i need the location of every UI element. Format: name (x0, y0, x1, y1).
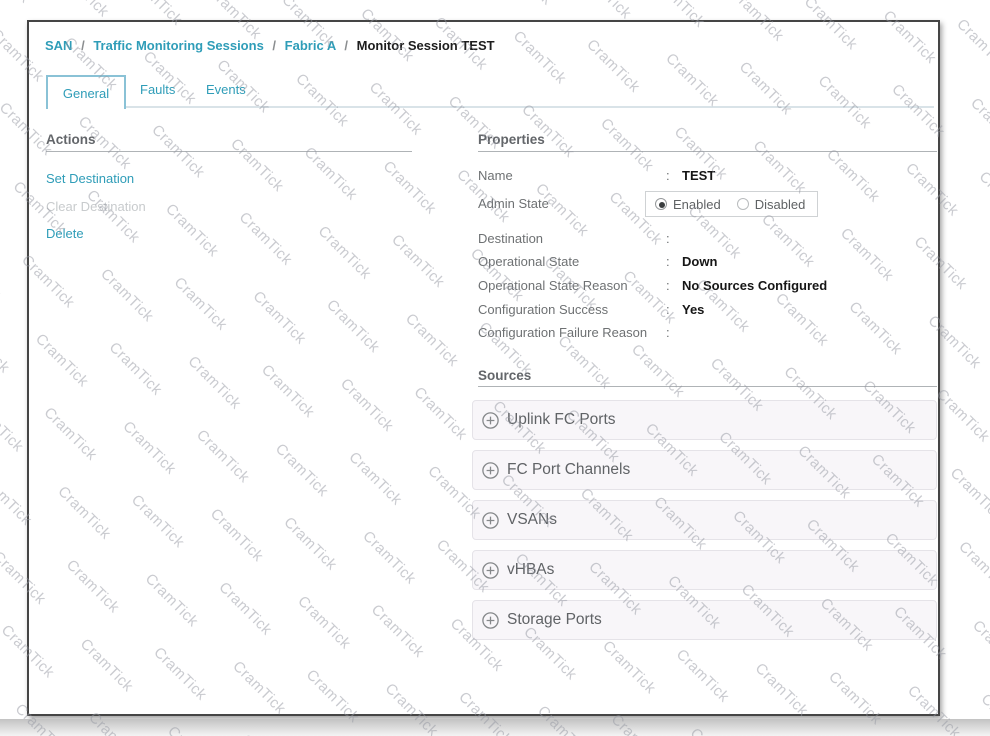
set-destination-link[interactable]: Set Destination (46, 171, 135, 186)
property-label: Name (478, 168, 513, 183)
breadcrumb-separator: / (81, 38, 85, 53)
source-panel-label: Uplink FC Ports (507, 411, 616, 428)
property-colon: : (666, 278, 670, 293)
source-panel-fc-port-channels[interactable]: FC Port Channels (472, 450, 937, 490)
expand-plus-icon[interactable] (482, 511, 499, 529)
radio-unselected-icon[interactable] (736, 198, 749, 210)
tab-events[interactable]: Events (206, 82, 246, 97)
source-panel-label: Storage Ports (507, 611, 602, 628)
breadcrumb-current-page: Monitor Session TEST (356, 38, 495, 53)
property-label: Configuration Success (478, 302, 609, 317)
property-value: No Sources Configured (682, 278, 828, 293)
property-colon: : (666, 254, 670, 269)
property-row-admin-state: Admin State Enabled Disabled (478, 191, 937, 217)
property-colon: : (666, 168, 670, 183)
property-label: Admin State (478, 196, 549, 211)
tab-general[interactable]: General (46, 75, 126, 109)
property-label: Destination (478, 231, 544, 246)
admin-state-enabled-radio[interactable]: Enabled (655, 197, 721, 212)
source-panel-label: FC Port Channels (507, 461, 631, 478)
source-panel-vhbas[interactable]: vHBAs (472, 550, 937, 590)
properties-divider (478, 151, 937, 152)
admin-state-disabled-radio[interactable]: Disabled (736, 196, 806, 212)
breadcrumb-traffic-monitoring-sessions[interactable]: Traffic Monitoring Sessions (93, 38, 264, 53)
breadcrumb-separator: / (344, 38, 348, 53)
breadcrumb-san[interactable]: SAN (45, 38, 73, 53)
source-panel-uplink-fc-ports[interactable]: Uplink FC Ports (472, 400, 937, 440)
radio-label: Disabled (754, 196, 806, 212)
property-colon: : (666, 302, 670, 317)
source-panel-label: vHBAs (507, 561, 555, 578)
property-value: Yes (682, 302, 705, 317)
source-panel-storage-ports[interactable]: Storage Ports (472, 600, 937, 640)
breadcrumb: SAN / Traffic Monitoring Sessions / Fabr… (45, 38, 495, 53)
clear-destination-link: Clear Destination (46, 199, 146, 214)
breadcrumb-separator: / (272, 38, 277, 53)
radio-label: Enabled (673, 196, 721, 212)
expand-plus-icon[interactable] (482, 611, 499, 629)
properties-column: Properties Name : TEST Admin State Enabl… (472, 132, 937, 692)
expand-plus-icon[interactable] (482, 461, 499, 479)
expand-plus-icon[interactable] (482, 411, 499, 429)
property-row-configuration-success: Configuration Success : Yes (478, 302, 937, 317)
source-panel-vsans[interactable]: VSANs (472, 500, 937, 540)
property-row-name: Name : TEST (478, 168, 937, 183)
property-row-operational-state: Operational State : Down (478, 254, 937, 269)
property-row-operational-state-reason: Operational State Reason : No Sources Co… (478, 278, 937, 293)
bottom-scroll-strip (0, 719, 990, 736)
property-colon: : (666, 325, 670, 340)
tabs-underline (46, 106, 934, 108)
actions-divider (46, 151, 412, 152)
delete-link[interactable]: Delete (46, 226, 84, 241)
properties-header: Properties (478, 132, 545, 147)
property-label: Operational State (478, 254, 580, 269)
actions-column: Actions Set Destination Clear Destinatio… (46, 132, 412, 692)
breadcrumb-fabric-a[interactable]: Fabric A (284, 38, 336, 53)
tab-faults[interactable]: Faults (140, 82, 176, 97)
sources-header: Sources (478, 368, 532, 383)
expand-plus-icon[interactable] (482, 561, 499, 579)
radio-selected-icon[interactable] (655, 198, 667, 210)
property-label: Operational State Reason (478, 278, 628, 293)
property-row-configuration-failure-reason: Configuration Failure Reason : (478, 325, 937, 340)
source-panel-label: VSANs (507, 511, 557, 528)
property-value: TEST (682, 168, 716, 183)
monitor-session-window: SAN / Traffic Monitoring Sessions / Fabr… (27, 20, 940, 716)
admin-state-radio-group: Enabled Disabled (645, 191, 819, 217)
sources-divider (478, 386, 937, 387)
actions-header: Actions (46, 132, 96, 147)
property-value: Down (682, 254, 718, 269)
property-colon: : (666, 231, 670, 246)
property-row-destination: Destination : (478, 231, 937, 246)
property-label: Configuration Failure Reason (478, 325, 648, 340)
